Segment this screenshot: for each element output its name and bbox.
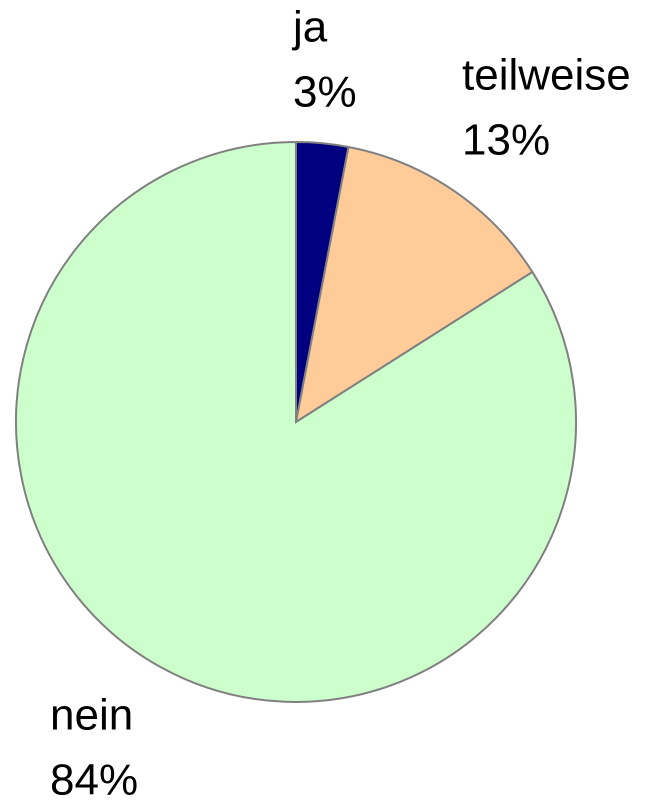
pie-slice (294, 145, 534, 425)
pie-slice (15, 140, 577, 703)
slice-value-label: 13% (462, 116, 550, 165)
slice-category-label: teilweise (462, 51, 631, 100)
slice-category-label: nein (50, 691, 133, 740)
slice-value-label: 3% (293, 68, 357, 117)
slice-category-label: ja (291, 3, 328, 52)
slice-value-label: 84% (50, 756, 138, 801)
